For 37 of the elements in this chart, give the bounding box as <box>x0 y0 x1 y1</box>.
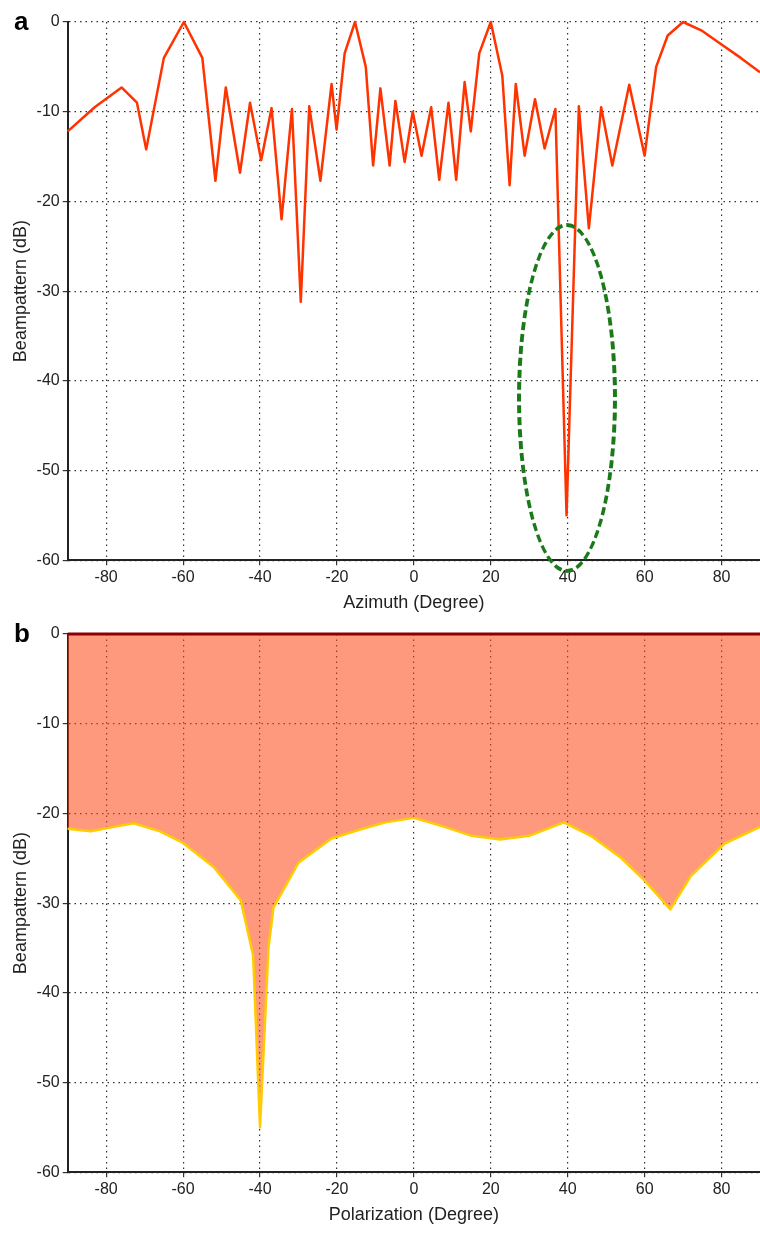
y-axis-title: Beampattern (dB) <box>9 220 30 363</box>
y-tick-label: -10 <box>36 714 60 732</box>
x-axis-title: Polarization (Degree) <box>328 1204 499 1225</box>
x-tick-label: -80 <box>94 1180 118 1198</box>
x-tick-label: 20 <box>481 1180 500 1198</box>
x-tick-label: 60 <box>635 568 654 586</box>
x-tick-label: 0 <box>409 568 419 586</box>
x-tick-label: -40 <box>248 1180 272 1198</box>
x-tick-label: -20 <box>325 568 349 586</box>
text: b <box>14 618 30 649</box>
y-tick-label: -40 <box>36 371 60 389</box>
x-tick-label: 20 <box>481 568 500 586</box>
y-tick-label: -50 <box>36 460 60 478</box>
y-tick-label: -60 <box>36 550 60 568</box>
x-tick-label: -60 <box>171 1180 195 1198</box>
x-tick-label: -80 <box>94 568 118 586</box>
y-tick-label: 0 <box>50 624 60 642</box>
x-tick-label: 40 <box>558 1180 577 1198</box>
x-tick-label: 60 <box>635 1180 654 1198</box>
y-tick-label: -30 <box>36 893 60 911</box>
y-tick-label: -10 <box>36 102 60 120</box>
x-axis-title: Azimuth (Degree) <box>343 592 485 613</box>
x-tick-label: 0 <box>409 1180 419 1198</box>
x-tick-label: -20 <box>325 1180 349 1198</box>
x-tick-label: -60 <box>171 568 195 586</box>
y-tick-label: -30 <box>36 281 60 299</box>
x-tick-label: -40 <box>248 568 272 586</box>
y-tick-label: 0 <box>50 12 60 30</box>
y-tick-label: -40 <box>36 983 60 1001</box>
x-tick-label: 80 <box>712 568 731 586</box>
x-tick-label: 80 <box>712 1180 731 1198</box>
text: a <box>14 6 29 37</box>
y-tick-label: -20 <box>36 803 60 821</box>
y-axis-title: Beampattern (dB) <box>9 832 30 975</box>
y-tick-label: -20 <box>36 191 60 209</box>
y-tick-label: -50 <box>36 1072 60 1090</box>
y-tick-label: -60 <box>36 1162 60 1180</box>
